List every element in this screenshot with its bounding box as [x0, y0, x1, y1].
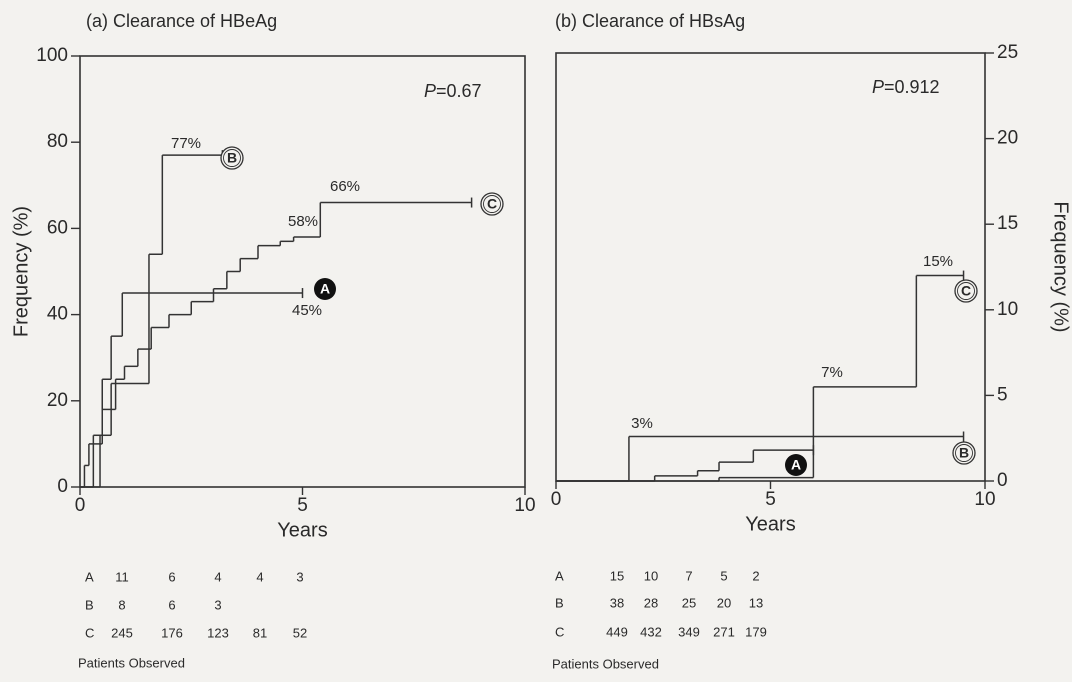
risk-count: 52: [293, 625, 307, 640]
risk-count: 3: [214, 597, 221, 612]
risk-count: 38: [610, 595, 624, 610]
risk-count: 25: [682, 595, 696, 610]
y-axis-title: Frequency (%): [1050, 201, 1072, 332]
series-label: C: [961, 283, 971, 299]
series-label: A: [320, 281, 330, 297]
risk-count: 123: [207, 625, 229, 640]
risk-count: 11: [115, 569, 129, 584]
risk-count: 6: [168, 569, 175, 584]
p-value: P=0.67: [424, 81, 482, 101]
risk-count: 5: [720, 568, 727, 583]
percent-annotation: 58%: [288, 213, 318, 230]
risk-count: 3: [296, 569, 303, 584]
y-tick-label: 20: [47, 390, 68, 411]
risk-caption: Patients Observed: [552, 656, 659, 671]
y-axis-title: Frequency (%): [10, 206, 32, 337]
p-number: =0.67: [436, 81, 482, 101]
series-badge: [785, 454, 807, 476]
chart-title: (a) Clearance of HBeAg: [86, 11, 277, 31]
risk-count: 28: [644, 595, 658, 610]
x-axis-title: Years: [745, 513, 795, 535]
y-tick-label: 10: [997, 299, 1018, 320]
risk-row-label: C: [555, 624, 564, 639]
y-tick-label: 40: [47, 304, 68, 325]
series-label: C: [487, 196, 497, 212]
x-tick-label: 5: [297, 495, 308, 516]
risk-row-label: C: [85, 625, 94, 640]
risk-count: 179: [745, 624, 767, 639]
risk-count: 7: [685, 568, 692, 583]
risk-count: 13: [749, 595, 763, 610]
series-badge: [314, 278, 336, 300]
percent-annotation: 7%: [821, 364, 843, 381]
y-tick-label: 80: [47, 131, 68, 152]
risk-count: 20: [717, 595, 731, 610]
y-tick-label: 100: [36, 45, 68, 66]
y-tick-label: 0: [57, 476, 68, 497]
x-tick-label: 0: [75, 495, 86, 516]
y-tick-label: 15: [997, 213, 1018, 234]
percent-annotation: 66%: [330, 178, 360, 195]
risk-count: 4: [256, 569, 263, 584]
percent-annotation: 3%: [631, 415, 653, 432]
series-label: B: [959, 445, 969, 461]
y-tick-label: 20: [997, 128, 1018, 149]
risk-count: 4: [214, 569, 221, 584]
risk-count: 349: [678, 624, 700, 639]
x-tick-label: 0: [551, 489, 562, 510]
p-symbol: P: [424, 81, 436, 101]
risk-count: 176: [161, 625, 183, 640]
p-value: P=0.912: [872, 77, 940, 97]
risk-row-label: A: [85, 569, 94, 584]
percent-annotation: 15%: [923, 253, 953, 270]
x-axis-title: Years: [277, 519, 327, 541]
series-badge: [954, 279, 978, 303]
x-tick-label: 10: [514, 495, 535, 516]
p-symbol: P: [872, 77, 884, 97]
percent-annotation: 45%: [292, 302, 322, 319]
risk-count: 10: [644, 568, 658, 583]
risk-row-label: B: [85, 597, 94, 612]
series-badge-ring: [223, 149, 241, 167]
risk-count: 6: [168, 597, 175, 612]
y-tick-label: 5: [997, 384, 1008, 405]
risk-count: 449: [606, 624, 628, 639]
series-badge-ring: [957, 282, 975, 300]
p-number: =0.912: [884, 77, 940, 97]
risk-count: 81: [253, 625, 267, 640]
risk-caption: Patients Observed: [78, 655, 185, 670]
risk-count: 271: [713, 624, 735, 639]
y-tick-label: 25: [997, 42, 1018, 63]
series-badge: [952, 441, 976, 465]
risk-count: 2: [752, 568, 759, 583]
risk-count: 8: [118, 597, 125, 612]
y-tick-label: 0: [997, 470, 1008, 491]
x-tick-label: 5: [765, 489, 776, 510]
risk-count: 432: [640, 624, 662, 639]
risk-count: 15: [610, 568, 624, 583]
series-badge-ring: [955, 444, 973, 462]
chart-panel: (a) Clearance of HBeAg 0 20 40 60 80 100 0 5 10 Ye…: [10, 11, 535, 671]
risk-row-label: A: [555, 568, 564, 583]
percent-annotation: 77%: [171, 135, 201, 152]
series-label: B: [227, 150, 237, 166]
series-badge: [480, 192, 504, 216]
chart-title: (b) Clearance of HBsAg: [555, 11, 745, 31]
risk-count: 245: [111, 625, 133, 640]
risk-row-label: B: [555, 595, 564, 610]
plot-frame: [79, 55, 526, 488]
plot-frame: [555, 52, 986, 482]
y-tick-label: 60: [47, 217, 68, 238]
series-badge-ring: [483, 195, 501, 213]
series-label: A: [791, 457, 801, 473]
series-badge: [220, 146, 244, 170]
x-tick-label: 10: [974, 489, 995, 510]
